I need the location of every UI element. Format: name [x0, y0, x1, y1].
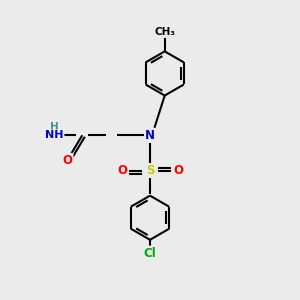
Text: S: S: [146, 164, 154, 177]
Text: H: H: [50, 122, 59, 132]
Text: O: O: [173, 164, 183, 177]
Text: O: O: [63, 154, 73, 167]
Text: Cl: Cl: [144, 247, 156, 260]
Text: N: N: [145, 129, 155, 142]
Text: NH: NH: [45, 130, 64, 140]
Text: CH₃: CH₃: [154, 27, 175, 37]
Text: O: O: [117, 164, 127, 177]
